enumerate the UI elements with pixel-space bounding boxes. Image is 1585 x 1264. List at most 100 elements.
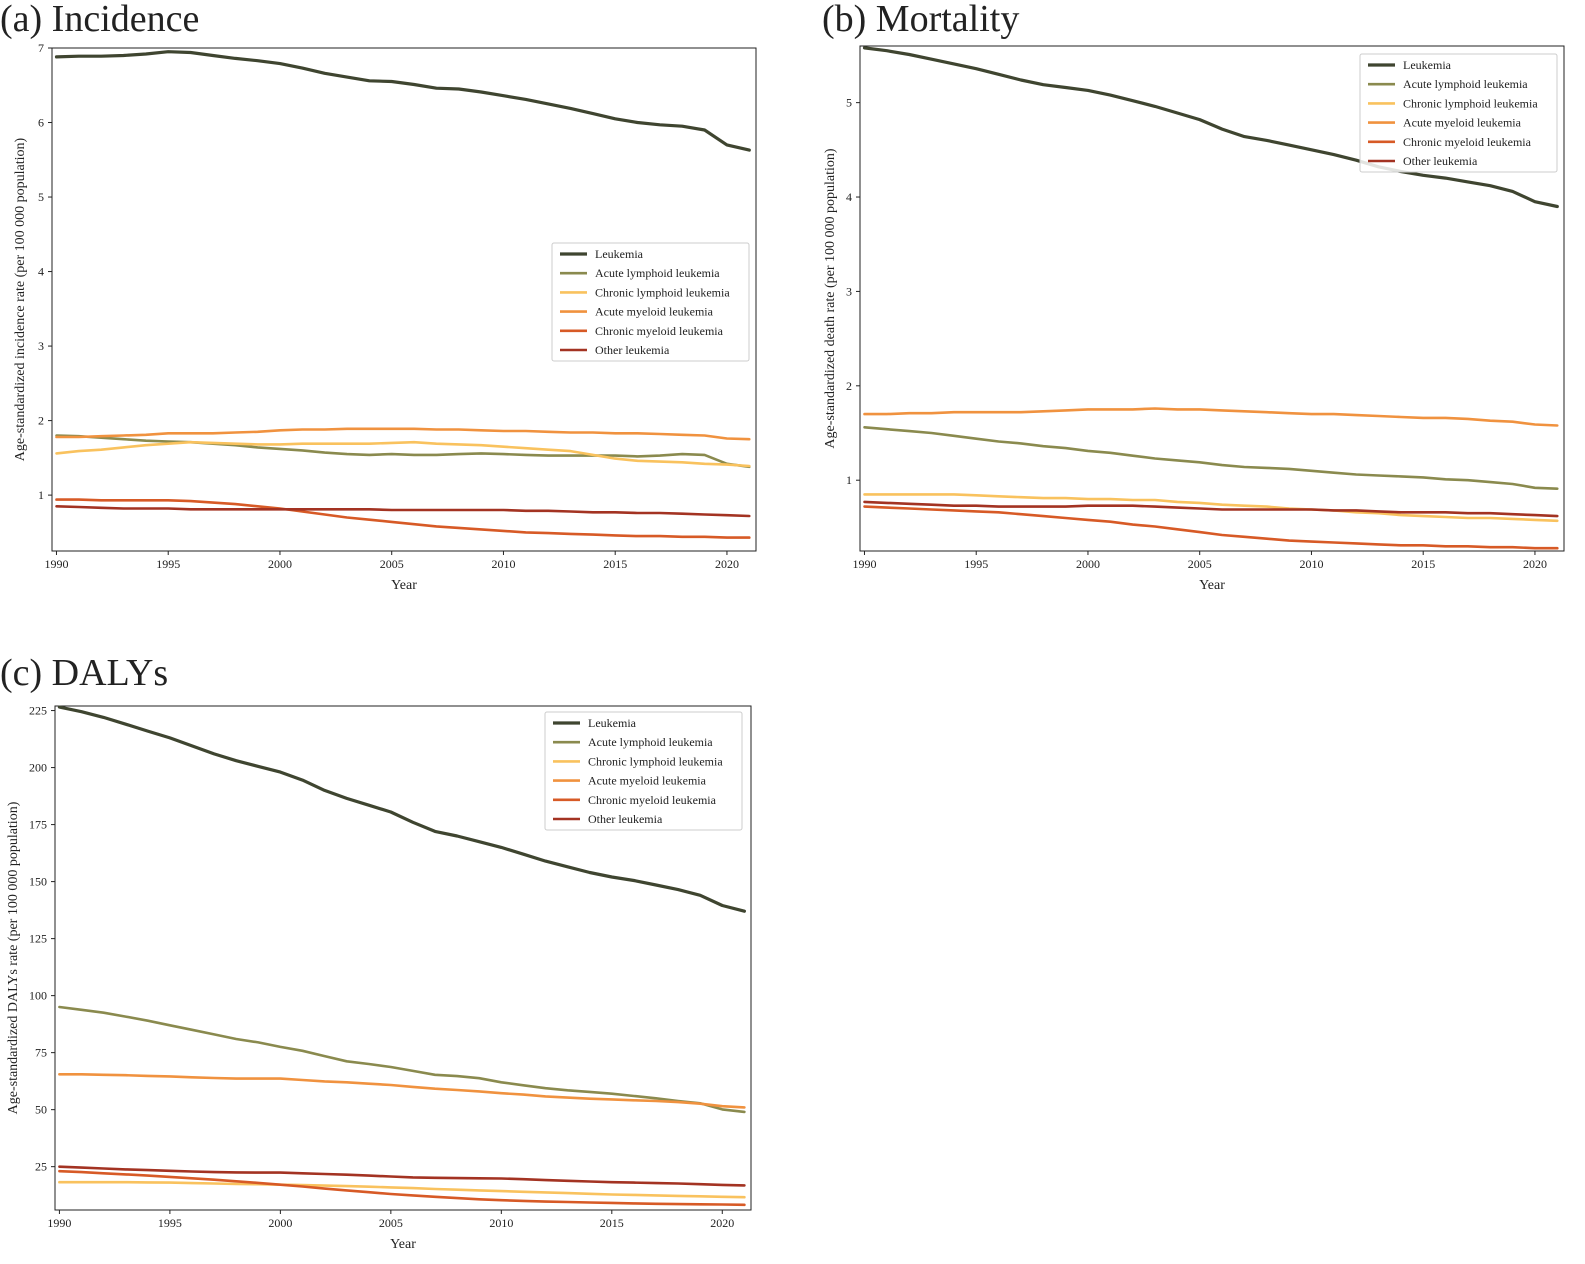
legend-box <box>544 711 743 831</box>
legend-label: Acute myeloid leukemia <box>595 305 714 319</box>
x-tick-label: 2000 <box>1076 557 1100 571</box>
plot-frame <box>54 705 752 1211</box>
chart-mortality: 1990 1995 2000 2005 2010 2015 2020 1 2 3 4 5 Year Age… <box>823 45 1565 593</box>
series-line-acute-myeloid-leukemia <box>58 1073 746 1109</box>
series-line-acute-myeloid-leukemia <box>55 427 751 441</box>
legend: Leukemia Acute lymphoid leukemia Chronic l… <box>551 242 750 362</box>
y-tick-label: 4 <box>38 265 44 279</box>
x-axis-label: Year <box>391 578 417 593</box>
y-tick-label: 125 <box>29 932 47 946</box>
y-tick-label: 200 <box>29 761 47 775</box>
x-tick-label: 1995 <box>156 557 180 571</box>
y-tick-label: 75 <box>35 1046 47 1060</box>
x-tick-label: 2005 <box>380 557 404 571</box>
y-axis-label: Age-standardized DALYs rate (per 100 000… <box>6 801 21 1114</box>
legend-label: Other leukemia <box>588 812 663 826</box>
x-tick-label: 2015 <box>1411 557 1435 571</box>
series-line-chronic-myeloid-leukemia <box>55 498 751 539</box>
legend-box <box>1359 53 1558 173</box>
x-tick-label: 1995 <box>158 1216 182 1230</box>
x-tick-label: 2005 <box>1188 557 1212 571</box>
series-line-other-leukemia <box>58 1165 746 1187</box>
legend-label: Acute myeloid leukemia <box>588 774 707 788</box>
legend-label: Chronic myeloid leukemia <box>595 324 724 338</box>
legend-label: Chronic lymphoid leukemia <box>588 754 723 768</box>
plot-frame <box>51 47 757 552</box>
legend-label: Chronic myeloid leukemia <box>588 793 717 807</box>
y-tick-label: 6 <box>38 116 44 130</box>
series-line-acute-myeloid-leukemia <box>863 407 1559 427</box>
x-tick-label: 2020 <box>715 557 739 571</box>
x-tick-label: 2010 <box>1299 557 1323 571</box>
legend: Leukemia Acute lymphoid leukemia Chronic l… <box>544 711 743 831</box>
legend-label: Acute lymphoid leukemia <box>588 735 713 749</box>
y-tick-label: 2 <box>846 379 852 393</box>
x-tick-label: 2005 <box>379 1216 403 1230</box>
panel-title-dalys: (c) DALYs <box>0 652 169 694</box>
x-tick-label: 2015 <box>603 557 627 571</box>
y-tick-label: 3 <box>846 284 852 298</box>
legend-label: Acute lymphoid leukemia <box>595 266 720 280</box>
y-tick-label: 2 <box>38 414 44 428</box>
legend-label: Leukemia <box>588 716 637 730</box>
legend-label: Chronic myeloid leukemia <box>1403 135 1532 149</box>
series-line-leukemia <box>57 705 747 913</box>
x-axis-label: Year <box>390 1237 416 1252</box>
legend-label: Acute myeloid leukemia <box>1403 116 1522 130</box>
x-tick-label: 1990 <box>47 1216 71 1230</box>
plot-frame <box>859 45 1565 552</box>
y-tick-label: 3 <box>38 339 44 353</box>
series-line-other-leukemia <box>55 504 751 518</box>
y-tick-label: 4 <box>846 190 852 204</box>
panel-title-incidence: (a) Incidence <box>0 0 200 40</box>
y-tick-label: 5 <box>38 190 44 204</box>
y-tick-label: 25 <box>35 1160 47 1174</box>
y-axis-label: Age-standardized incidence rate (per 100… <box>13 137 28 461</box>
series-line-acute-lymphoid-leukemia <box>55 434 751 469</box>
y-tick-label: 1 <box>846 473 852 487</box>
legend-label: Chronic lymphoid leukemia <box>1403 96 1538 110</box>
x-tick-label: 2010 <box>489 1216 513 1230</box>
legend-label: Acute lymphoid leukemia <box>1403 77 1528 91</box>
y-tick-label: 7 <box>38 41 44 55</box>
series-line-other-leukemia <box>863 500 1559 518</box>
y-tick-label: 5 <box>846 96 852 110</box>
x-tick-label: 2000 <box>268 557 292 571</box>
series-line-chronic-myeloid-leukemia <box>58 1169 746 1207</box>
legend: Leukemia Acute lymphoid leukemia Chronic l… <box>1359 53 1558 173</box>
series-line-acute-lymphoid-leukemia <box>58 1005 746 1114</box>
y-tick-label: 150 <box>29 875 47 889</box>
series-line-chronic-myeloid-leukemia <box>863 505 1559 550</box>
x-tick-label: 1990 <box>852 557 876 571</box>
x-tick-label: 1995 <box>964 557 988 571</box>
x-tick-label: 2020 <box>710 1216 734 1230</box>
y-tick-label: 225 <box>29 704 47 718</box>
x-tick-label: 1990 <box>44 557 68 571</box>
legend-label: Chronic lymphoid leukemia <box>595 285 730 299</box>
series-line-chronic-lymphoid-leukemia <box>55 440 751 468</box>
chart-incidence: 1990 1995 2000 2005 2010 2015 2020 1 2 3 4 5 6 7 Year A… <box>13 41 757 593</box>
series-line-acute-lymphoid-leukemia <box>863 425 1559 491</box>
y-tick-label: 50 <box>35 1103 47 1117</box>
series-line-leukemia <box>862 46 1559 209</box>
x-tick-label: 2010 <box>491 557 515 571</box>
y-tick-label: 100 <box>29 989 47 1003</box>
panel-title-mortality: (b) Mortality <box>822 0 1020 40</box>
legend-label: Other leukemia <box>595 343 670 357</box>
series-line-chronic-lymphoid-leukemia <box>863 493 1559 523</box>
x-axis-label: Year <box>1199 578 1225 593</box>
series-line-leukemia <box>54 50 751 152</box>
legend-label: Other leukemia <box>1403 154 1478 168</box>
y-tick-label: 1 <box>38 488 44 502</box>
chart-dalys: 1990 1995 2000 2005 2010 2015 2020 25 50 75 100 125… <box>6 704 752 1252</box>
y-axis-label: Age-standardized death rate (per 100 000… <box>823 148 838 448</box>
legend-label: Leukemia <box>1403 58 1452 72</box>
y-tick-label: 175 <box>29 818 47 832</box>
x-tick-label: 2020 <box>1523 557 1547 571</box>
legend-label: Leukemia <box>595 247 644 261</box>
x-tick-label: 2000 <box>268 1216 292 1230</box>
legend-box <box>551 242 750 362</box>
x-tick-label: 2015 <box>600 1216 624 1230</box>
series-line-chronic-lymphoid-leukemia <box>58 1180 746 1199</box>
